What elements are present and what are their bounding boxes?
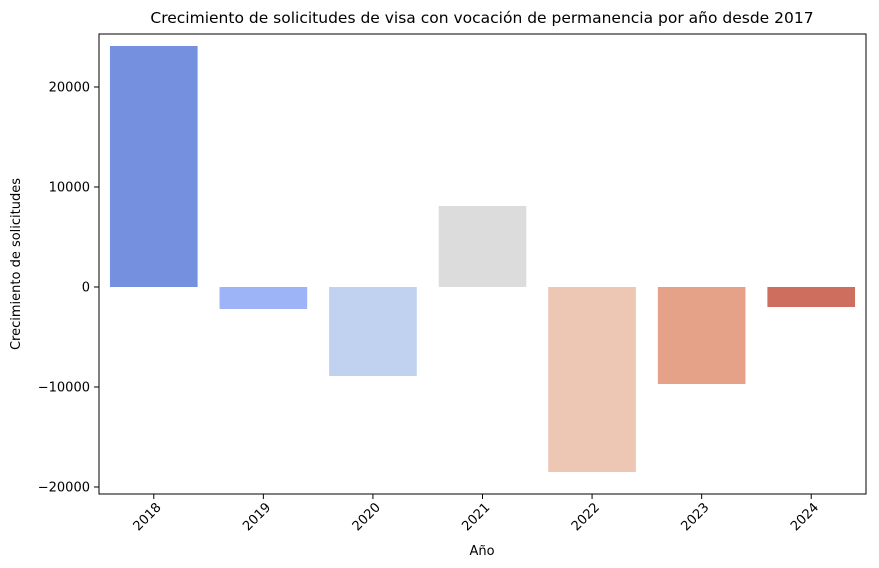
bar-2020 — [329, 287, 417, 376]
bar-2019 — [219, 287, 308, 309]
x-tick-label: 2024 — [788, 500, 822, 534]
x-tick-label: 2018 — [131, 500, 165, 534]
y-tick-label: 10000 — [49, 181, 90, 196]
x-tick-label: 2022 — [569, 500, 603, 534]
chart-title: Crecimiento de solicitudes de visa con v… — [150, 9, 813, 27]
bar-2023 — [657, 287, 746, 384]
x-tick-label: 2020 — [350, 500, 384, 534]
x-tick-label: 2023 — [678, 500, 712, 534]
x-axis-label: Año — [469, 544, 494, 559]
bar-2024 — [767, 287, 856, 307]
bar-2022 — [548, 287, 636, 472]
y-tick-label: 20000 — [49, 81, 90, 96]
y-axis-label: Crecimiento de solicitudes — [9, 178, 24, 350]
x-tick-label: 2019 — [240, 500, 274, 534]
x-tick-label: 2021 — [459, 500, 493, 534]
y-axis-ticks: −20000 −10000 0 10000 20000 — [38, 81, 99, 496]
bar-2021 — [438, 206, 527, 287]
y-tick-label: −20000 — [38, 481, 90, 496]
y-tick-label: −10000 — [38, 381, 90, 396]
x-axis-ticks: 2018 2019 2020 2021 2022 2023 2024 — [131, 494, 822, 534]
bars-group — [109, 46, 856, 472]
bar-2018 — [109, 46, 198, 287]
y-tick-label: 0 — [82, 281, 90, 296]
